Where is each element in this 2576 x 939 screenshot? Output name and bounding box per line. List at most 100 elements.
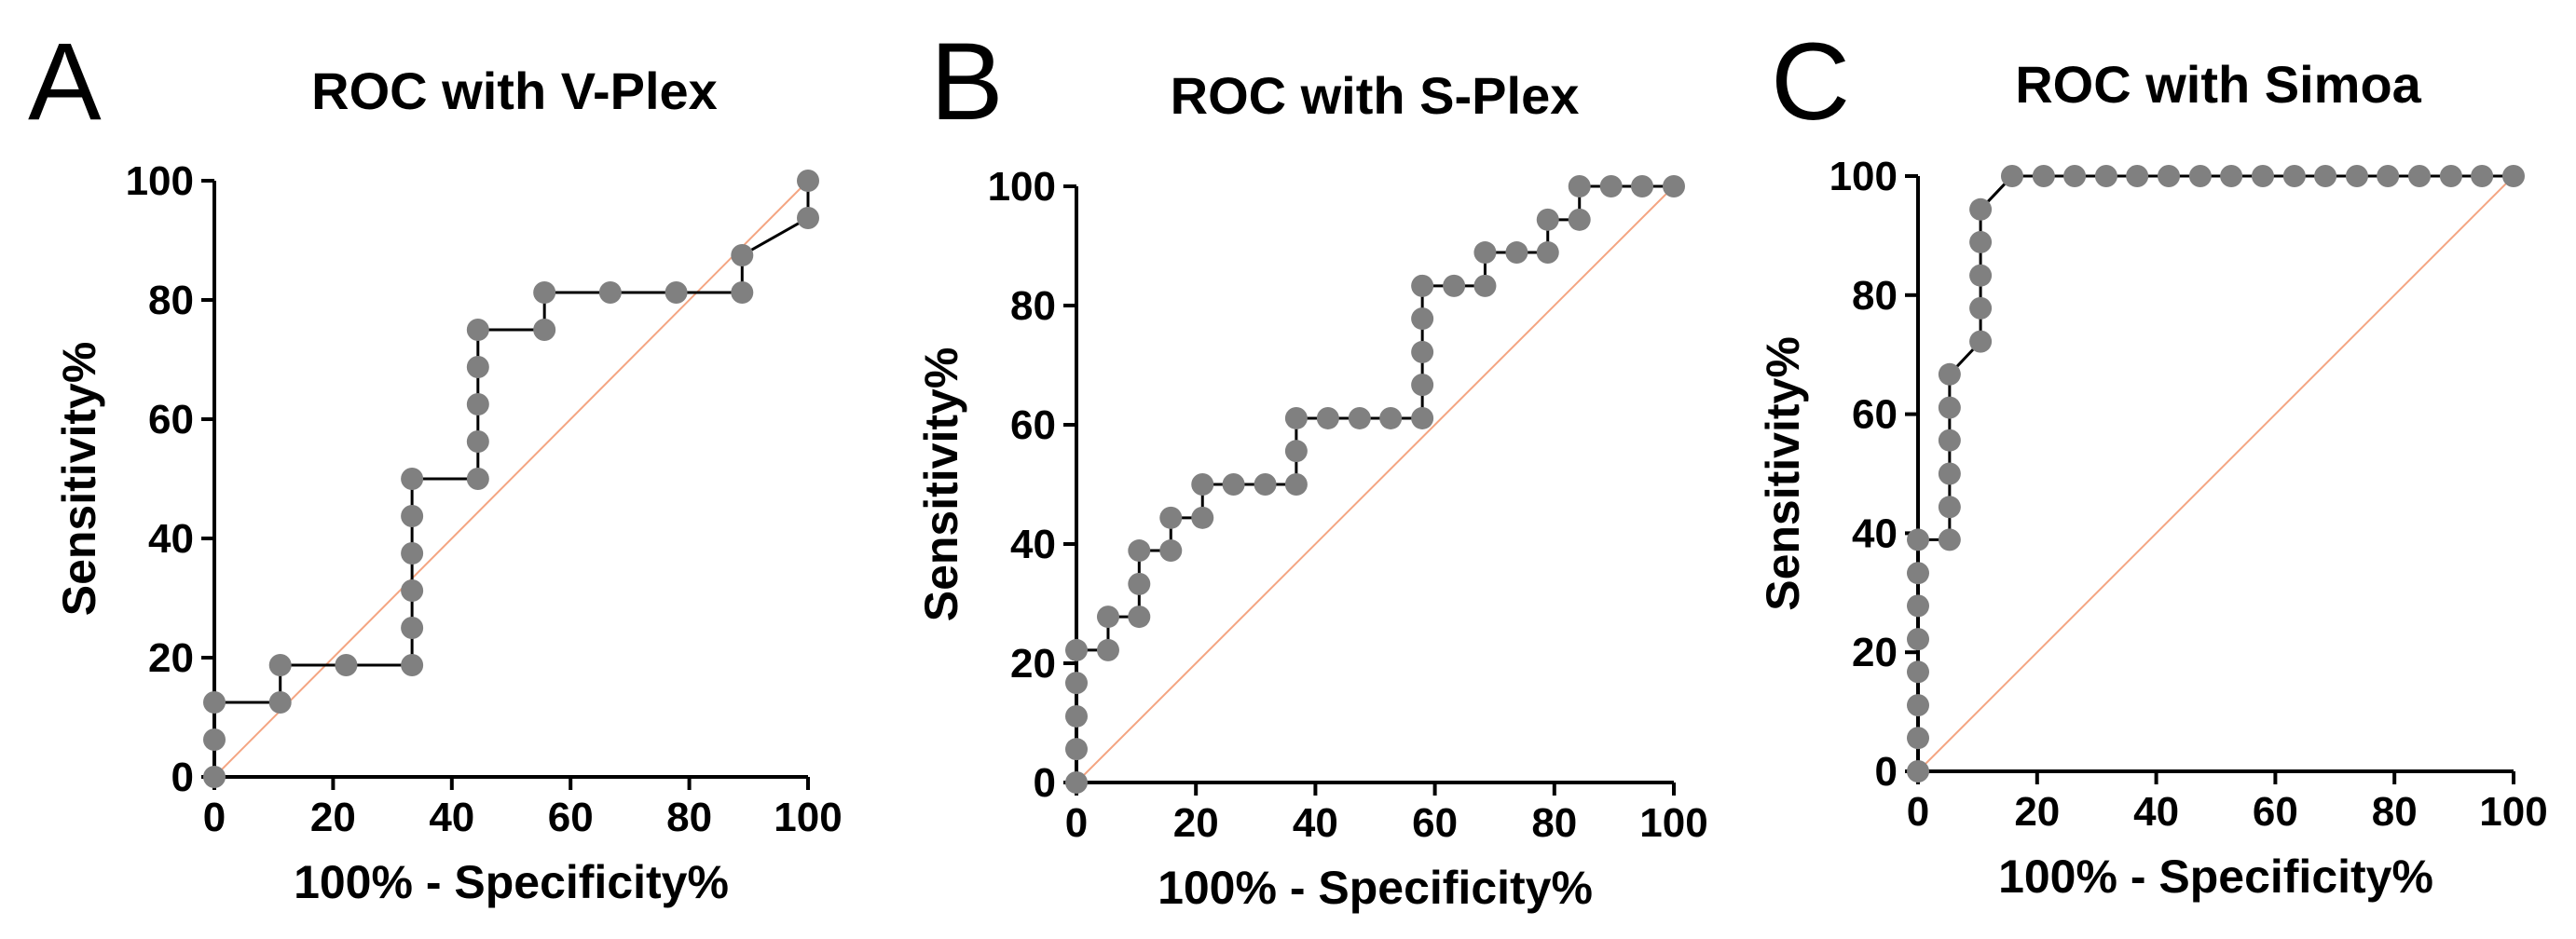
roc-point (1284, 473, 1308, 496)
x-tick-label: 20 (1173, 800, 1219, 846)
chart-panel-c: C ROC with Simoa 0 20 40 60 80 100 0 20 40 60 80 100 1… (1757, 20, 2548, 903)
roc-point (797, 207, 819, 229)
y-tick-label: 0 (1034, 760, 1056, 806)
roc-point (1411, 274, 1434, 297)
roc-point (466, 430, 489, 453)
x-tick-label: 0 (1907, 789, 1929, 835)
roc-point (2282, 165, 2306, 187)
x-tick-label: 60 (1412, 800, 1458, 846)
roc-point (203, 766, 226, 788)
roc-point (1065, 771, 1088, 794)
roc-point (401, 505, 424, 527)
y-axis-label: Sensitivity% (53, 342, 105, 617)
roc-point (1379, 406, 1403, 429)
roc-point (1907, 628, 1929, 651)
roc-point (1907, 727, 1929, 750)
roc-point (1938, 396, 1961, 419)
roc-point (1065, 704, 1088, 728)
roc-point (1411, 340, 1434, 363)
y-tick-label: 100 (1829, 154, 1898, 199)
roc-point (1284, 440, 1308, 463)
roc-point (731, 281, 754, 304)
roc-point (466, 393, 489, 415)
roc-point (268, 654, 292, 676)
roc-point (1969, 264, 1993, 287)
roc-point (1443, 274, 1466, 297)
y-tick-label: 20 (1010, 641, 1056, 687)
roc-point (2000, 165, 2023, 187)
y-tick-label: 60 (148, 397, 194, 442)
x-tick-label: 20 (310, 795, 356, 840)
roc-point (1938, 429, 1961, 452)
roc-point (2126, 165, 2149, 187)
x-tick-label: 80 (2372, 789, 2418, 835)
roc-point (2408, 165, 2432, 187)
y-tick-label: 40 (1852, 510, 1898, 556)
roc-point (2188, 165, 2212, 187)
roc-point (2314, 165, 2337, 187)
chart-panel-a: A ROC with V-Plex 0 20 40 60 80 100 0 20 40 60 80 100… (28, 20, 843, 908)
roc-point (1536, 241, 1559, 265)
roc-point (335, 654, 358, 676)
reference-line (1917, 175, 2514, 772)
y-tick-label: 0 (1875, 749, 1898, 795)
roc-point (533, 281, 556, 304)
roc-point (466, 468, 489, 490)
y-tick-label: 40 (1010, 522, 1056, 567)
x-tick-label: 40 (1293, 800, 1338, 846)
roc-point (1568, 208, 1591, 231)
roc-point (1128, 539, 1151, 563)
x-tick-label: 100 (2479, 789, 2547, 835)
roc-point (1938, 528, 1961, 551)
x-tick-label: 60 (548, 795, 594, 840)
roc-point (1096, 638, 1119, 661)
roc-point (1411, 374, 1434, 397)
panel-letter: C (1771, 20, 1850, 143)
roc-point (1907, 528, 1929, 551)
roc-point (1568, 175, 1591, 197)
x-tick-label: 80 (1531, 800, 1577, 846)
roc-point (1907, 594, 1929, 618)
roc-point (401, 579, 424, 602)
roc-point (1663, 175, 1685, 197)
roc-point (2094, 165, 2117, 187)
roc-point (797, 170, 819, 192)
chart-title: ROC with Simoa (2015, 55, 2421, 114)
roc-point (2471, 165, 2494, 187)
roc-point (1938, 496, 1961, 519)
roc-point (1907, 660, 1929, 684)
roc-point (401, 542, 424, 565)
roc-point (203, 728, 226, 751)
roc-point (1348, 406, 1371, 429)
roc-point (2345, 165, 2368, 187)
roc-point (1907, 694, 1929, 717)
y-tick-label: 40 (148, 516, 194, 562)
roc-point (401, 654, 424, 676)
roc-point (2377, 165, 2400, 187)
roc-point (533, 319, 556, 341)
roc-point (1505, 241, 1528, 265)
y-tick-label: 100 (126, 158, 194, 204)
roc-point (1191, 473, 1214, 496)
panel-letter: B (930, 20, 1004, 143)
y-tick-label: 80 (148, 278, 194, 323)
y-tick-label: 100 (988, 164, 1056, 210)
x-tick-label: 0 (203, 795, 226, 840)
roc-point (401, 468, 424, 490)
roc-point (1065, 738, 1088, 761)
y-tick-label: 60 (1852, 392, 1898, 438)
roc-point (1938, 462, 1961, 485)
y-tick-label: 20 (1852, 630, 1898, 675)
roc-point (1969, 197, 1993, 221)
roc-point (1536, 208, 1559, 231)
roc-point (1907, 760, 1929, 782)
x-tick-label: 80 (666, 795, 712, 840)
roc-point (2032, 165, 2055, 187)
roc-point (268, 691, 292, 714)
roc-point (2439, 165, 2462, 187)
roc-point (1411, 307, 1434, 331)
y-tick-label: 60 (1010, 402, 1056, 448)
chart-panel-b: B ROC with S-Plex 0 20 40 60 80 100 0 20 40 60 80 100… (915, 20, 1708, 914)
roc-point (1969, 230, 1993, 253)
